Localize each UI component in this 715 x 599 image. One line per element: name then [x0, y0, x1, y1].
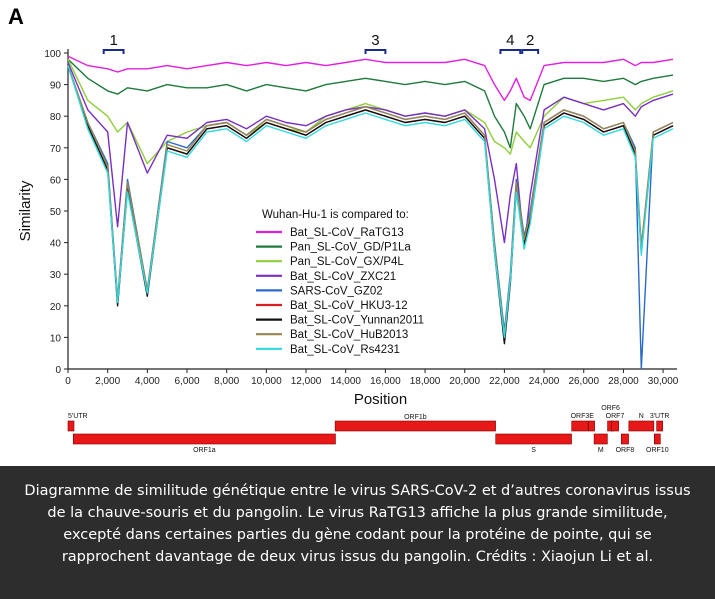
series-line-bat-sl-cov-yunnan2011: [67, 65, 674, 345]
series-line-pan-sl-cov-gd-p1la: [67, 58, 674, 149]
x-tick-label: 30,000: [648, 376, 679, 387]
y-tick-label: 70: [50, 144, 62, 155]
region-bracket: [521, 49, 540, 54]
x-tick-label: 22,000: [489, 376, 520, 387]
x-tick-label: 6,000: [175, 376, 200, 387]
gene-label: ORF8: [616, 447, 635, 454]
gene-box-5-utr: [67, 420, 75, 432]
y-tick-label: 80: [50, 112, 62, 123]
series-line-bat-sl-cov-rs4231: [67, 65, 674, 339]
region-label: 3: [371, 32, 379, 49]
x-tick-label: 20,000: [449, 376, 480, 387]
y-tick-label: 90: [50, 81, 62, 92]
gene-box-n: [628, 420, 655, 432]
gene-box-orf1a: [72, 433, 336, 445]
x-tick-label: 16,000: [370, 376, 401, 387]
x-tick-label: 12,000: [291, 376, 322, 387]
gene-label: ORF1a: [193, 447, 216, 454]
x-tick-label: 26,000: [568, 376, 599, 387]
x-tick-label: 4,000: [135, 376, 160, 387]
legend-entry: Pan_SL-CoV_GX/P4L: [290, 256, 404, 268]
gene-label: S: [531, 447, 536, 454]
legend-entry: Bat_SL-CoV_Rs4231: [290, 344, 400, 356]
caption-bar: Diagramme de similitude génétique entre …: [0, 466, 715, 599]
legend-entry: SARS-CoV_GZ02: [290, 285, 383, 297]
y-tick-label: 0: [55, 365, 61, 376]
y-axis-title: Similarity: [17, 180, 34, 241]
region-bracket: [102, 49, 125, 54]
gene-box-orf10: [654, 433, 661, 445]
legend-title: Wuhan-Hu-1 is compared to:: [262, 209, 409, 221]
region-label: 1: [109, 32, 117, 49]
series-line-bat-sl-cov-hub2013: [67, 65, 674, 335]
y-tick-label: 100: [44, 49, 61, 60]
x-tick-label: 14,000: [330, 376, 361, 387]
gene-label: ORF1b: [404, 414, 427, 421]
y-tick-label: 60: [50, 175, 62, 186]
x-tick-label: 8,000: [214, 376, 239, 387]
gene-label: ORF10: [646, 447, 669, 454]
gene-box-m: [593, 433, 608, 445]
gene-label: E: [589, 413, 594, 420]
series-line-bat-sl-cov-zxc21: [67, 62, 674, 250]
legend-entry: Bat_SL-CoV_HuB2013: [290, 329, 408, 341]
series-lines: [67, 55, 674, 370]
gene-box-e: [588, 420, 595, 432]
gene-label: ORF3: [571, 413, 590, 420]
region-label: 4: [506, 32, 514, 49]
legend-entry: Bat_SL-CoV_HKU3-12: [290, 300, 408, 312]
figure-caption: Diagramme de similitude génétique entre …: [24, 483, 691, 565]
region-bracket: [364, 49, 387, 54]
gene-label: 5'UTR: [68, 413, 88, 420]
gene-label: ORF6: [601, 405, 620, 412]
gene-box-orf1b: [334, 420, 496, 432]
gene-box-s: [495, 433, 572, 445]
legend-entry: Bat_SL-CoV_ZXC21: [290, 271, 396, 283]
gene-label: 3'UTR: [650, 413, 670, 420]
legend-entry: Pan_SL-CoV_GD/P1La: [290, 242, 411, 254]
gene-box-orf7: [611, 420, 619, 432]
x-tick-label: 18,000: [410, 376, 441, 387]
legend: Wuhan-Hu-1 is compared to: Bat_SL-CoV_RaT…: [256, 209, 424, 356]
gene-label: M: [598, 447, 604, 454]
gene-box-3-utr: [656, 420, 663, 432]
x-axis-title: Position: [354, 391, 407, 408]
series-line-bat-sl-cov-ratg13: [67, 55, 674, 102]
gene-label: N: [639, 413, 644, 420]
legend-entry: Bat_SL-CoV_Yunnan2011: [290, 315, 424, 327]
chart-axes: 0 10 20 30 40 50 60 70 80 90 100 0 2,000 4,000 6,000 8,…: [17, 49, 679, 408]
gene-label: ORF7: [606, 413, 625, 420]
y-tick-label: 50: [50, 207, 62, 218]
y-tick-label: 40: [50, 239, 62, 250]
region-bracket: [499, 49, 522, 54]
x-tick-label: 2,000: [95, 376, 120, 387]
y-tick-label: 30: [50, 270, 62, 281]
y-tick-label: 10: [50, 333, 62, 344]
x-tick-label: 28,000: [608, 376, 639, 387]
x-tick-label: 24,000: [529, 376, 560, 387]
x-tick-label: 0: [65, 376, 71, 387]
x-tick-label: 10,000: [251, 376, 282, 387]
legend-entry: Bat_SL-CoV_RaTG13: [290, 227, 404, 239]
gene-box-orf3: [571, 420, 589, 432]
y-tick-label: 20: [50, 302, 62, 313]
gene-box-orf8: [621, 433, 629, 445]
panel-letter: A: [8, 4, 24, 29]
region-label: 2: [526, 32, 534, 49]
